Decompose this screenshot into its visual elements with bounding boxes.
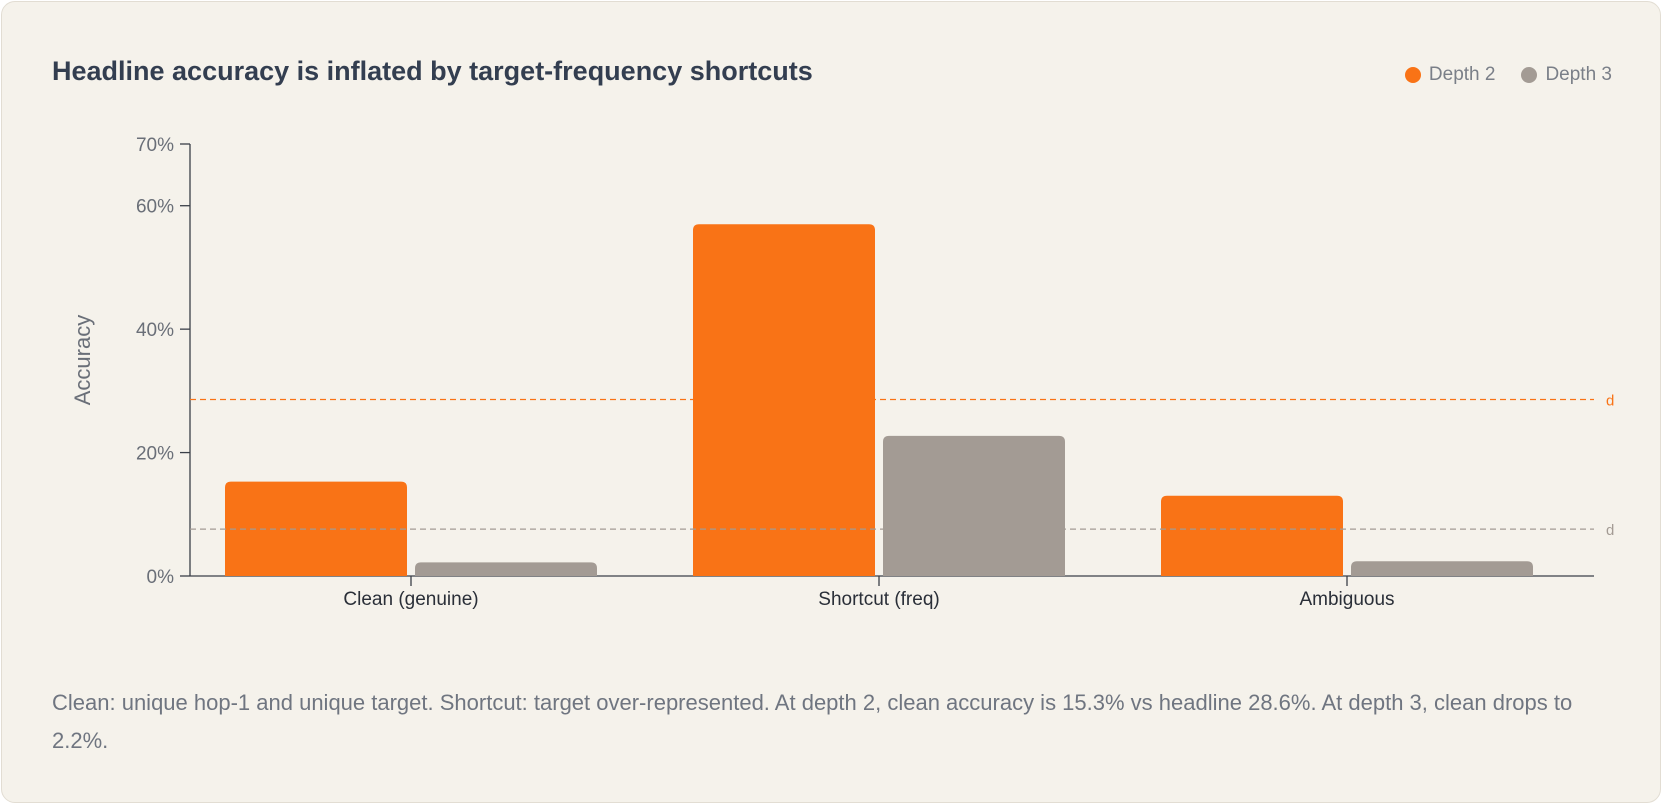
legend-item-depth-2: Depth 2 <box>1404 64 1496 86</box>
reference-line-label: d <box>1606 392 1614 409</box>
y-tick-label: 70% <box>136 135 174 156</box>
y-axis-title: Accuracy <box>70 315 95 405</box>
legend-swatch-depth-3 <box>1521 67 1538 83</box>
bar-depth-2 <box>1161 495 1343 576</box>
chart-caption: Clean: unique hop-1 and unique target. S… <box>52 690 1573 753</box>
reference-line-label: d <box>1606 522 1614 539</box>
x-tick-label: Ambiguous <box>1299 589 1394 610</box>
y-tick-label: 0% <box>147 567 175 588</box>
legend-item-depth-3: Depth 3 <box>1521 64 1612 86</box>
legend-swatch-depth-2 <box>1404 67 1421 83</box>
bar-depth-3 <box>1351 561 1533 576</box>
bar-depth-3 <box>883 435 1065 576</box>
x-tick-label: Shortcut (freq) <box>818 589 939 610</box>
x-tick-label: Clean (genuine) <box>343 589 478 610</box>
legend-label-depth-3: Depth 3 <box>1545 64 1612 85</box>
y-tick-label: 40% <box>136 320 174 341</box>
legend-label-depth-2: Depth 2 <box>1428 64 1496 85</box>
bar-depth-3 <box>415 562 597 576</box>
y-tick-label: 60% <box>136 197 174 218</box>
legend: Depth 2 Depth 3 <box>1404 64 1612 86</box>
chart-title: Headline accuracy is inflated by target-… <box>52 56 813 86</box>
y-tick-label: 20% <box>136 444 174 465</box>
